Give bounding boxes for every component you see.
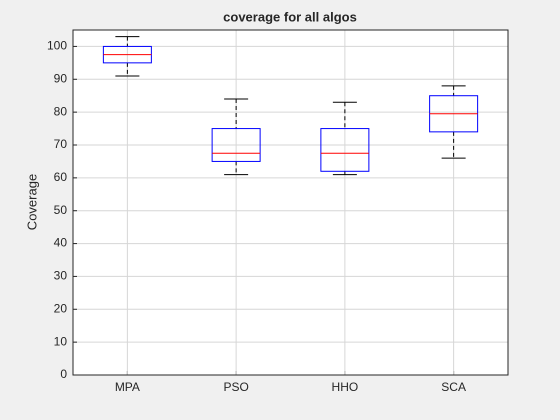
x-tick-label: PSO	[223, 380, 248, 394]
y-axis-label: Coverage	[24, 174, 39, 230]
y-tick-label: 0	[60, 367, 67, 381]
box	[320, 128, 370, 172]
y-tick-label: 90	[54, 71, 68, 85]
box	[211, 128, 261, 162]
y-tick-label: 10	[54, 334, 68, 348]
y-tick-label: 60	[54, 170, 68, 184]
y-tick-label: 50	[54, 203, 68, 217]
y-tick-label: 30	[54, 269, 68, 283]
plot-area	[73, 30, 508, 375]
x-tick-label: SCA	[441, 380, 466, 394]
y-tick-label: 20	[54, 301, 68, 315]
y-tick-label: 80	[54, 104, 68, 118]
y-tick-label: 40	[54, 236, 68, 250]
plot-frame	[72, 29, 509, 376]
y-tick-label: 70	[54, 137, 68, 151]
x-tick-label: HHO	[332, 380, 359, 394]
chart-title: coverage for all algos	[223, 9, 357, 24]
y-tick-label: 100	[47, 39, 67, 53]
x-tick-label: MPA	[115, 380, 140, 394]
